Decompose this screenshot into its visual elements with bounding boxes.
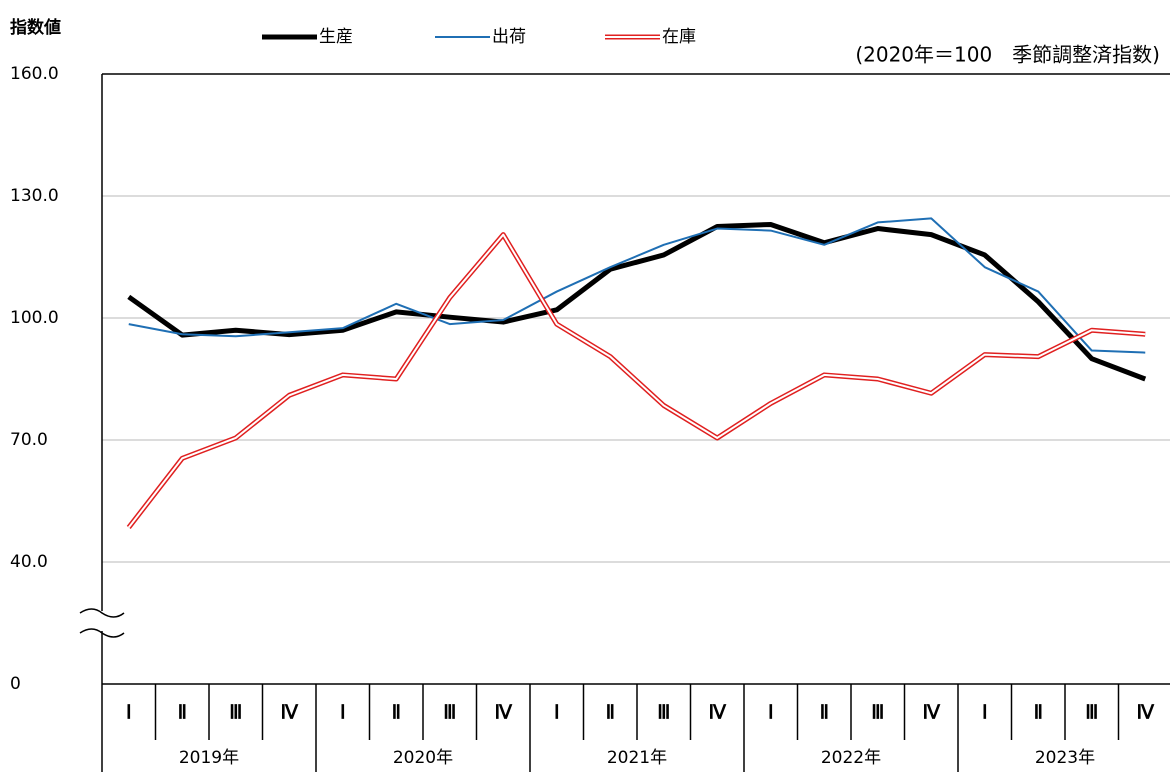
x-tick-label: Ⅰ [768, 702, 774, 723]
legend-label: 在庫 [662, 27, 696, 47]
x-tick-label: Ⅱ [820, 702, 829, 723]
x-tick-label: Ⅲ [657, 702, 670, 723]
x-tick-label: Ⅰ [126, 702, 132, 723]
year-label: 2020年 [393, 748, 453, 768]
note: (2020年＝100 季節調整済指数) [855, 43, 1160, 67]
x-tick-label: Ⅳ [708, 702, 726, 723]
year-label: 2023年 [1035, 748, 1095, 768]
x-tick-label: Ⅳ [1136, 702, 1154, 723]
y-tick-label: 160.0 [10, 64, 59, 84]
y-tick-label: 70.0 [10, 430, 48, 450]
year-label: 2019年 [179, 748, 239, 768]
series-line [127, 221, 1147, 382]
x-tick-label: Ⅲ [871, 702, 884, 723]
y-tick-label: 0 [10, 674, 21, 694]
x-tick-label: Ⅱ [1034, 702, 1043, 723]
series-line-inner [127, 233, 1146, 529]
x-tick-label: Ⅱ [178, 702, 187, 723]
x-tick-label: Ⅱ [392, 702, 401, 723]
x-tick-label: Ⅳ [922, 702, 940, 723]
x-tick-label: Ⅲ [1085, 702, 1098, 723]
y-tick-label: 40.0 [10, 552, 48, 572]
legend-label: 出荷 [492, 27, 526, 47]
year-label: 2022年 [821, 748, 881, 768]
x-tick-label: Ⅲ [229, 702, 242, 723]
x-tick-label: Ⅰ [554, 702, 560, 723]
y-tick-label: 100.0 [10, 308, 59, 328]
y-axis-label: 指数値 [10, 17, 61, 38]
x-tick-label: Ⅲ [443, 702, 456, 723]
x-tick-label: Ⅳ [280, 702, 298, 723]
axis-break [79, 608, 125, 638]
y-tick-label: 130.0 [10, 186, 59, 206]
year-label: 2021年 [607, 748, 667, 768]
x-tick-label: Ⅰ [982, 702, 988, 723]
x-tick-label: Ⅰ [340, 702, 346, 723]
legend-label: 生産 [319, 27, 353, 47]
x-tick-label: Ⅳ [494, 702, 512, 723]
x-tick-label: Ⅱ [606, 702, 615, 723]
series-line [128, 217, 1146, 354]
axis-break-gap [77, 611, 122, 631]
